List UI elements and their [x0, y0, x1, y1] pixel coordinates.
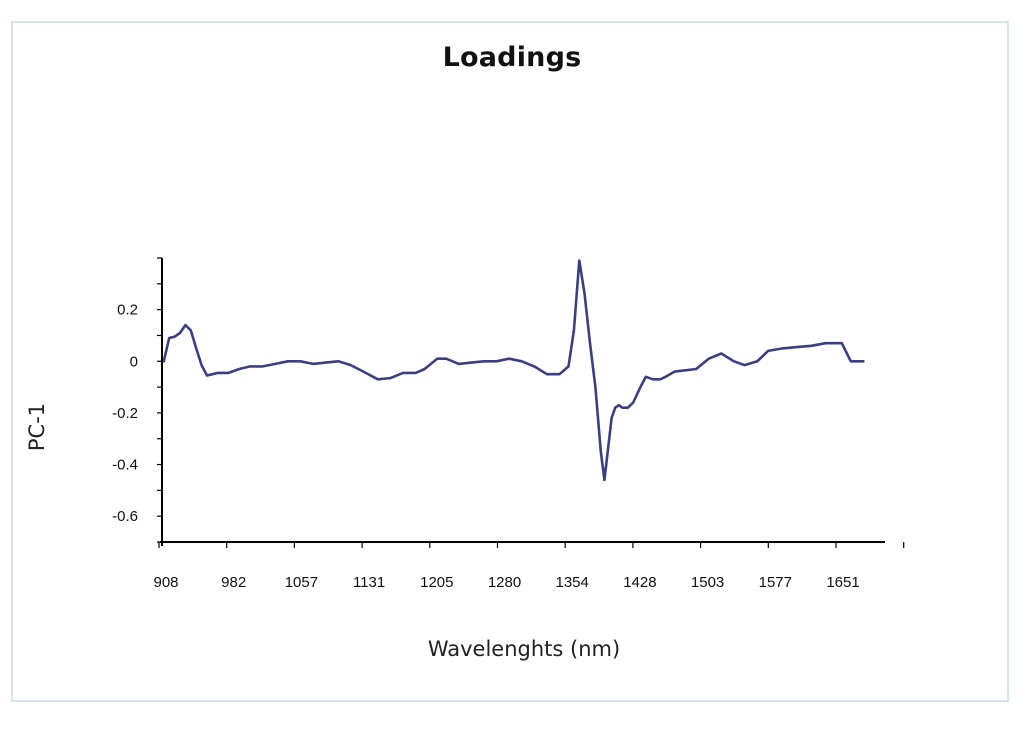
x-tick-label: 1577 — [759, 574, 792, 591]
y-tick-label: 0.2 — [117, 302, 138, 319]
chart-title: Loadings — [442, 42, 582, 73]
x-tick-label: 1503 — [691, 574, 724, 591]
y-axis-title: PC-1 — [25, 403, 49, 451]
x-tick-label: 1354 — [556, 574, 589, 591]
x-tick-label: 1057 — [285, 574, 318, 591]
y-tick-label: 0 — [130, 353, 138, 370]
y-tick-label: -0.6 — [112, 508, 138, 525]
y-axis: 0.2 0 -0.2 -0.4 -0.6 — [112, 257, 163, 546]
x-axis-title: Wavelenghts (nm) — [428, 637, 620, 661]
x-tick-label: 1131 — [353, 574, 385, 591]
pc1-loadings-line — [162, 259, 865, 482]
x-axis: 908 982 1057 1131 1205 1280 1354 1428 1503 1577 16… — [153, 541, 905, 591]
x-tick-label: 1651 — [826, 574, 859, 591]
x-tick-label: 908 — [153, 574, 178, 591]
x-tick-label: 1205 — [420, 574, 453, 591]
x-tick-label: 982 — [221, 574, 246, 591]
y-tick-label: -0.4 — [112, 457, 138, 474]
y-tick-label: -0.2 — [112, 405, 138, 422]
chart-frame — [11, 21, 1009, 702]
x-tick-label: 1280 — [488, 574, 521, 591]
x-tick-label: 1428 — [623, 574, 656, 591]
